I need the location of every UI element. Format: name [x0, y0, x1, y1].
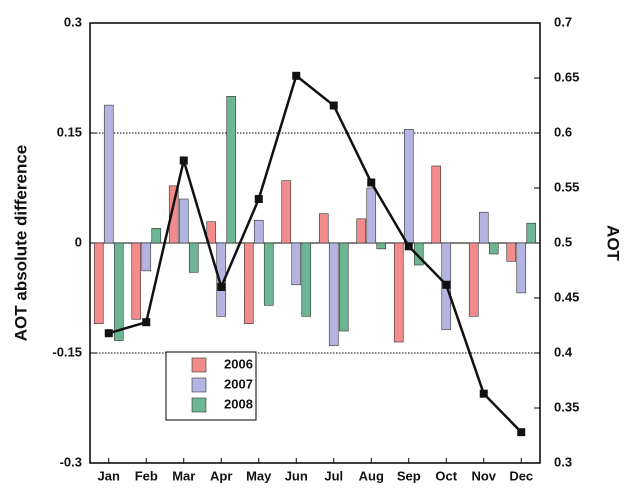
- line: [108, 73, 523, 434]
- line-marker: [292, 71, 301, 80]
- bar: [253, 219, 264, 244]
- x-tick-label: Mar: [172, 468, 195, 483]
- bar: [376, 242, 387, 250]
- y2-tick-label: 0.5: [554, 234, 572, 249]
- legend-label: 2007: [224, 376, 253, 391]
- bar: [263, 242, 274, 306]
- line-marker: [142, 318, 151, 327]
- x-tick-label: Feb: [135, 468, 158, 483]
- legend-swatch: [191, 397, 207, 413]
- bar: [516, 242, 527, 294]
- bar: [431, 165, 442, 244]
- bar: [488, 242, 499, 255]
- bar: [113, 242, 124, 341]
- bar: [226, 96, 237, 244]
- bar: [216, 242, 227, 317]
- bar: [168, 185, 179, 244]
- line-marker: [254, 195, 263, 203]
- bar: [103, 104, 114, 244]
- x-tick-label: Jan: [98, 468, 120, 483]
- x-tick-label: Sep: [397, 468, 421, 483]
- x-tick-label: Aug: [359, 468, 384, 483]
- bar: [468, 242, 479, 317]
- x-tick-label: Dec: [509, 468, 533, 483]
- x-tick-label: Jun: [285, 468, 308, 483]
- bar: [366, 187, 377, 244]
- legend-label: 2006: [224, 356, 253, 371]
- plot-frame: [89, 22, 541, 464]
- bar: [141, 242, 152, 272]
- bar: [281, 180, 292, 244]
- line-marker: [179, 156, 188, 165]
- y2-tick-label: 0.3: [554, 454, 572, 469]
- y2-tick-label: 0.55: [554, 179, 579, 194]
- bar: [338, 242, 349, 332]
- x-tick-label: Oct: [435, 468, 457, 483]
- y2-tick-label: 0.45: [554, 289, 579, 304]
- line-marker: [329, 101, 338, 110]
- line-marker: [442, 280, 451, 289]
- bar: [291, 242, 302, 286]
- bar: [243, 242, 254, 324]
- bar: [403, 129, 414, 244]
- y2-tick-label: 0.35: [554, 399, 579, 414]
- bar: [93, 242, 104, 324]
- legend-swatch: [191, 377, 207, 393]
- y-tick-label: -0.3: [60, 454, 82, 469]
- x-tick-label: Jul: [324, 468, 343, 483]
- y-tick-label: 0.15: [57, 124, 82, 139]
- bar: [356, 218, 367, 244]
- bar: [393, 242, 404, 343]
- line-marker: [104, 329, 113, 338]
- bar: [328, 242, 339, 346]
- line-marker: [367, 178, 376, 187]
- y2-tick-label: 0.65: [554, 69, 579, 84]
- line-marker: [404, 242, 413, 251]
- bar: [131, 242, 142, 320]
- y-tick-label: 0.3: [64, 14, 82, 29]
- y2-tick-label: 0.4: [554, 344, 573, 359]
- bar: [478, 211, 489, 244]
- bar: [188, 242, 199, 273]
- line-marker: [479, 389, 488, 398]
- y2-axis-label: AOT: [604, 225, 623, 262]
- legend-box: [165, 351, 257, 421]
- x-tick-label: May: [246, 468, 272, 483]
- bar: [301, 242, 312, 317]
- bar: [318, 213, 329, 244]
- y2-tick-label: 0.7: [554, 14, 572, 29]
- legend-swatch: [191, 357, 207, 373]
- y-tick-label: -0.15: [52, 344, 82, 359]
- bar: [206, 221, 217, 244]
- x-tick-label: Apr: [210, 468, 232, 483]
- bar: [506, 242, 517, 262]
- legend-label: 2008: [224, 396, 253, 411]
- bar: [151, 228, 162, 244]
- y-axis-label: AOT absolute difference: [11, 145, 30, 341]
- bar: [526, 222, 537, 244]
- y-tick-label: 0: [75, 234, 82, 249]
- bar: [413, 242, 424, 266]
- line-marker: [217, 283, 226, 291]
- bar: [178, 198, 189, 244]
- y2-tick-label: 0.6: [554, 124, 572, 139]
- x-tick-label: Nov: [471, 468, 496, 483]
- line-marker: [517, 428, 526, 437]
